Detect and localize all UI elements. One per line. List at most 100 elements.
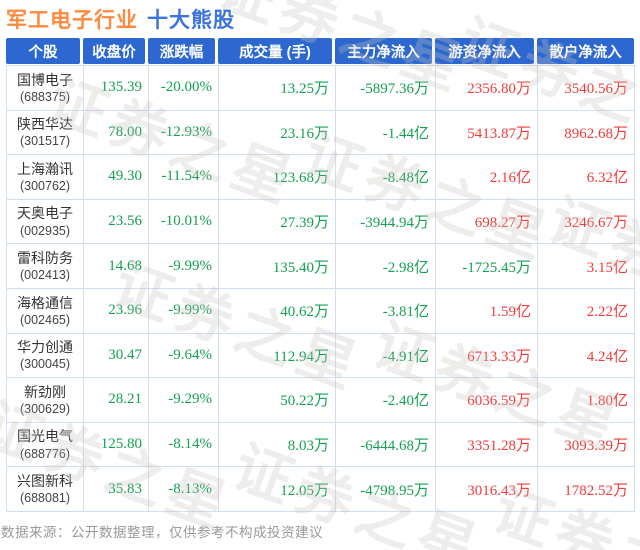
- header-close-price: 收盘价: [83, 38, 145, 64]
- stock-name: 雷科防务: [17, 249, 73, 266]
- close-price-cell: 28.21: [84, 378, 149, 423]
- main-net-inflow-cell: -3944.94万: [336, 199, 436, 245]
- volume-cell: 135.40万: [219, 244, 336, 289]
- close-price-cell: 135.39: [84, 66, 149, 111]
- retail-net-inflow-cell: 6.32亿: [538, 155, 635, 200]
- hotmoney-net-inflow-cell: 6036.59万: [436, 378, 538, 423]
- change-percent-cell: -8.13%: [149, 467, 219, 512]
- header-retail-inflow: 散户净流入: [537, 38, 634, 64]
- close-price-cell: 14.68: [84, 244, 149, 289]
- industry-title: 军工电子行业: [6, 9, 138, 32]
- stock-name-cell: 华力创通 (300045): [7, 333, 84, 379]
- stock-name-cell: 海格通信 (002465): [7, 288, 84, 334]
- stock-code: (300045): [19, 357, 71, 372]
- stock-code: (002935): [19, 223, 71, 238]
- stock-name: 新劲刚: [24, 383, 66, 400]
- retail-net-inflow-cell: 4.24亿: [538, 333, 635, 379]
- main-net-inflow-cell: -1.44亿: [336, 110, 436, 156]
- stock-name: 海格通信: [17, 294, 73, 311]
- hotmoney-net-inflow-cell: 6713.33万: [436, 333, 538, 379]
- stock-code: (301517): [19, 134, 71, 149]
- table-header-row: 个股 收盘价 涨跌幅 成交量 (手) 主力净流入 游资净流入 散户净流入: [6, 38, 636, 64]
- hotmoney-net-inflow-cell: -1725.45万: [436, 244, 538, 289]
- main-net-inflow-cell: -2.40亿: [336, 378, 436, 423]
- main-net-inflow-cell: -4.91亿: [336, 333, 436, 379]
- header-change-percent: 涨跌幅: [148, 38, 215, 64]
- change-percent-cell: -11.54%: [149, 155, 219, 200]
- close-price-cell: 125.80: [84, 422, 149, 468]
- header-stock: 个股: [6, 38, 80, 64]
- retail-net-inflow-cell: 3093.39万: [538, 422, 635, 468]
- volume-cell: 27.39万: [219, 199, 336, 245]
- main-net-inflow-cell: -6444.68万: [336, 422, 436, 468]
- retail-net-inflow-cell: 2.22亿: [538, 288, 635, 334]
- hotmoney-net-inflow-cell: 3351.28万: [436, 422, 538, 468]
- stock-code: (688375): [19, 89, 71, 104]
- volume-cell: 40.62万: [219, 288, 336, 334]
- retail-net-inflow-cell: 1782.52万: [538, 467, 635, 512]
- stock-name-cell: 天奥电子 (002935): [7, 199, 84, 245]
- main-net-inflow-cell: -2.98亿: [336, 244, 436, 289]
- change-percent-cell: -8.14%: [149, 422, 219, 468]
- stock-name-cell: 上海瀚讯 (300762): [7, 155, 84, 200]
- retail-net-inflow-cell: 3540.56万: [538, 66, 635, 111]
- stock-code: (688081): [19, 491, 71, 506]
- retail-net-inflow-cell: 8962.68万: [538, 110, 635, 156]
- stock-name-cell: 新劲刚 (300629): [7, 378, 84, 423]
- retail-net-inflow-cell: 3.15亿: [538, 244, 635, 289]
- data-source-note: 数据来源：公开数据整理，仅供参考不构成投资建议: [1, 525, 323, 540]
- stocks-table: 个股 收盘价 涨跌幅 成交量 (手) 主力净流入 游资净流入 散户净流入 国博电…: [6, 38, 636, 512]
- close-price-cell: 23.56: [84, 199, 149, 245]
- volume-cell: 23.16万: [219, 110, 336, 156]
- change-percent-cell: -12.93%: [149, 110, 219, 156]
- stock-name: 兴图新科: [17, 472, 73, 489]
- stock-code: (002413): [19, 268, 71, 283]
- change-percent-cell: -9.99%: [149, 244, 219, 289]
- hotmoney-net-inflow-cell: 5413.87万: [436, 110, 538, 156]
- stock-name: 天奥电子: [17, 205, 73, 222]
- hotmoney-net-inflow-cell: 3016.43万: [436, 467, 538, 512]
- main-net-inflow-cell: -8.48亿: [336, 155, 436, 200]
- close-price-cell: 30.47: [84, 333, 149, 379]
- stock-code: (300629): [19, 401, 71, 416]
- change-percent-cell: -20.00%: [149, 66, 219, 111]
- hotmoney-net-inflow-cell: 2.16亿: [436, 155, 538, 200]
- volume-cell: 12.05万: [219, 467, 336, 512]
- stock-code: (002465): [19, 312, 71, 327]
- page-title: 军工电子行业 十大熊股: [6, 4, 235, 34]
- main-net-inflow-cell: -4798.95万: [336, 467, 436, 512]
- close-price-cell: 49.30: [84, 155, 149, 200]
- header-volume: 成交量 (手): [218, 38, 332, 64]
- hotmoney-net-inflow-cell: 1.59亿: [436, 288, 538, 334]
- volume-cell: 8.03万: [219, 422, 336, 468]
- stock-code: (688776): [19, 446, 71, 461]
- retail-net-inflow-cell: 3246.67万: [538, 199, 635, 245]
- stock-name: 陕西华达: [17, 116, 73, 133]
- stock-code: (300762): [19, 178, 71, 193]
- stock-name-cell: 陕西华达 (301517): [7, 110, 84, 156]
- table-body: 国博电子 (688375) 135.39 -20.00% 13.25万 -5897.36万…: [6, 65, 636, 512]
- volume-cell: 112.94万: [219, 333, 336, 379]
- subtitle-bear-stocks: 十大熊股: [147, 9, 235, 32]
- volume-cell: 50.22万: [219, 378, 336, 423]
- close-price-cell: 35.83: [84, 467, 149, 512]
- hotmoney-net-inflow-cell: 698.27万: [436, 199, 538, 245]
- stock-name: 国光电气: [17, 428, 73, 445]
- volume-cell: 123.68万: [219, 155, 336, 200]
- main-net-inflow-cell: -5897.36万: [336, 66, 436, 111]
- header-main-inflow: 主力净流入: [335, 38, 432, 64]
- change-percent-cell: -9.64%: [149, 333, 219, 379]
- stock-name-cell: 雷科防务 (002413): [7, 244, 84, 289]
- header-hotmoney-inflow: 游资净流入: [435, 38, 534, 64]
- change-percent-cell: -10.01%: [149, 199, 219, 245]
- change-percent-cell: -9.99%: [149, 288, 219, 334]
- stock-name-cell: 兴图新科 (688081): [7, 467, 84, 512]
- volume-cell: 13.25万: [219, 66, 336, 111]
- stock-name: 上海瀚讯: [17, 160, 73, 177]
- stock-name-cell: 国博电子 (688375): [7, 66, 84, 111]
- main-net-inflow-cell: -3.81亿: [336, 288, 436, 334]
- stock-name: 国博电子: [17, 71, 73, 88]
- close-price-cell: 78.00: [84, 110, 149, 156]
- change-percent-cell: -9.29%: [149, 378, 219, 423]
- retail-net-inflow-cell: 1.80亿: [538, 378, 635, 423]
